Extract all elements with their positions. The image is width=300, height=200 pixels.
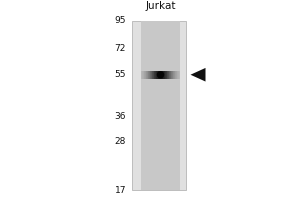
Bar [161,71,162,79]
Bar [179,71,180,79]
Bar [175,71,176,79]
Bar [170,71,171,79]
Bar [143,71,144,79]
Bar [157,71,158,79]
Bar [177,71,178,79]
Bar [173,71,174,79]
Bar [165,71,166,79]
Text: 28: 28 [115,137,126,146]
Bar [171,71,172,79]
Text: 72: 72 [115,44,126,53]
Text: 36: 36 [115,112,126,121]
Polygon shape [190,68,206,82]
Bar [172,71,173,79]
Text: 95: 95 [115,16,126,25]
Bar [158,71,159,79]
Bar [148,71,149,79]
Bar [174,71,175,79]
Bar [178,71,179,79]
Text: 55: 55 [115,70,126,79]
Bar [147,71,148,79]
Bar [146,71,147,79]
Bar [144,71,145,79]
Bar [149,71,150,79]
Bar [156,71,157,79]
Bar [141,71,142,79]
Bar [169,71,170,79]
Text: 17: 17 [115,186,126,195]
Bar [159,71,160,79]
Ellipse shape [157,71,164,78]
Bar [132,21,186,190]
Bar [154,71,155,79]
Bar [152,71,153,79]
Bar [167,71,168,79]
Bar [163,71,164,79]
Bar [162,71,163,79]
Bar [168,71,169,79]
Text: Jurkat: Jurkat [145,1,176,11]
Bar [150,71,151,79]
Bar [160,71,161,79]
Bar [142,71,143,79]
Bar [164,71,165,79]
Bar [155,71,156,79]
Bar [141,21,180,190]
Bar [151,71,152,79]
Bar [176,71,177,79]
Bar [153,71,154,79]
Bar [145,71,146,79]
Bar [166,71,167,79]
